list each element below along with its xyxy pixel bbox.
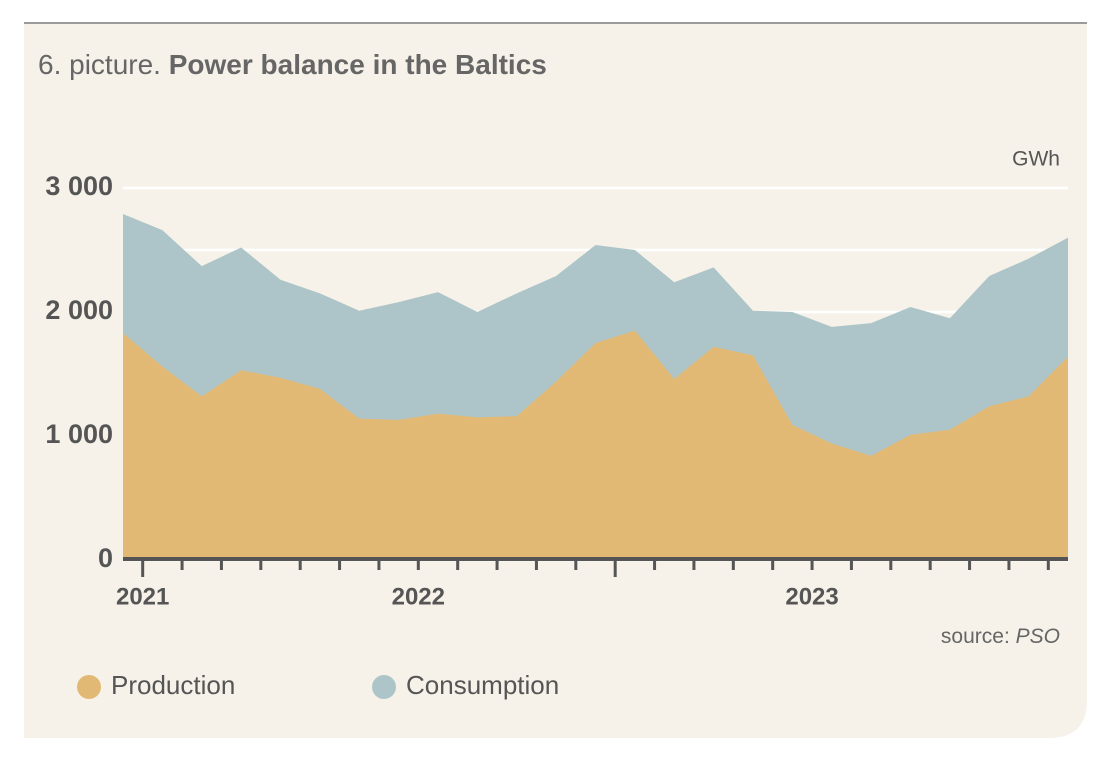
y-tick-label: 2 000 <box>45 295 113 325</box>
source-name: PSO <box>1016 625 1060 648</box>
area <box>123 330 1068 560</box>
plot: 0 1 000 2 000 3 000 2021 2022 2023 Production Co… <box>45 171 1068 700</box>
source-label: source: <box>941 625 1010 648</box>
y-tick-label: 0 <box>98 543 113 573</box>
title-main: Power balance in the Baltics <box>169 49 547 80</box>
chart-title: 6. picture. Power balance in the Baltics <box>38 49 547 80</box>
legend-label: Production <box>111 670 235 700</box>
y-tick-label: 3 000 <box>45 171 113 201</box>
legend-swatch <box>372 675 396 699</box>
unit-label: GWh <box>1012 148 1060 171</box>
source: source: PSO <box>941 625 1060 648</box>
legend-label: Consumption <box>406 670 559 700</box>
x-tick-label: 2023 <box>785 583 838 610</box>
title-prefix: 6. picture. <box>38 49 161 80</box>
x-tick-label: 2022 <box>392 583 445 610</box>
legend-swatch <box>77 675 101 699</box>
y-tick-label: 1 000 <box>45 419 113 449</box>
x-tick-label: 2021 <box>116 583 169 610</box>
